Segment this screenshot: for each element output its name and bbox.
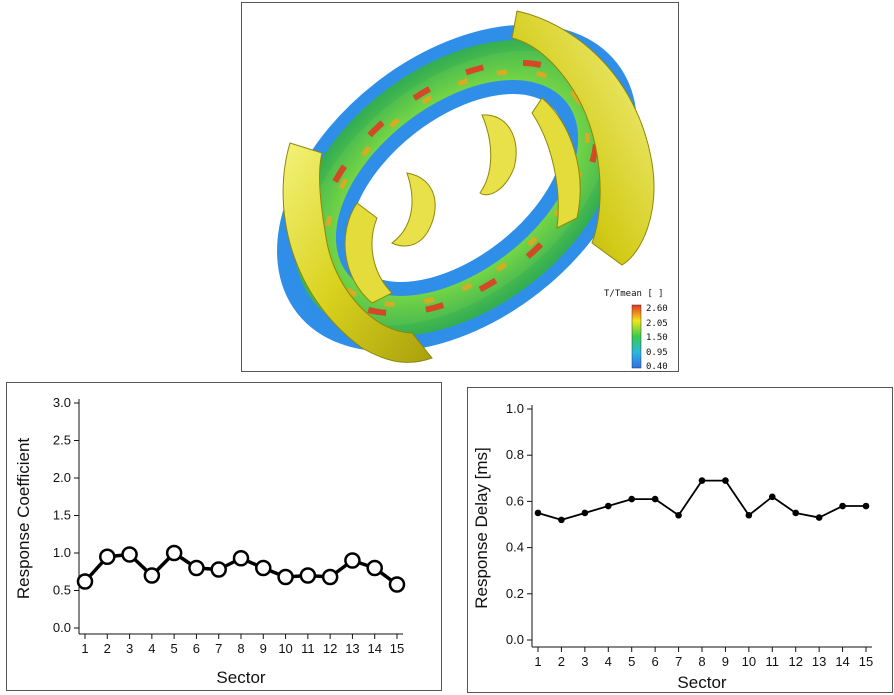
data-point — [815, 514, 823, 521]
data-point — [76, 573, 94, 590]
x-tick-label: 1 — [81, 641, 88, 656]
data-point — [675, 511, 682, 519]
colorbar-label: 2.60 — [646, 304, 668, 314]
y-tick-label: 0.6 — [506, 493, 524, 508]
data-point — [277, 568, 294, 586]
data-point — [534, 509, 542, 517]
data-point — [839, 502, 846, 510]
x-tick-label: 14 — [367, 641, 381, 656]
x-tick-label: 8 — [698, 654, 705, 669]
x-tick-label: 10 — [742, 654, 756, 669]
annular-combustor-render: T/Tmean [ ] 2.60 2.05 1.50 0.95 0.40 — [277, 10, 668, 372]
x-tick-label: 11 — [301, 641, 315, 656]
data-point — [745, 511, 753, 519]
response-delay-chart-panel: 0.0 0.2 0.4 0.6 0.8 1.0 1 2 3 4 5 6 7 8 9 10 11 12 13 14 15 S… — [467, 387, 893, 693]
x-tick-label: 7 — [215, 641, 222, 656]
data-point — [604, 502, 612, 510]
y-axis-title: Response Coefficient — [14, 438, 33, 600]
x-tick-label: 5 — [628, 654, 635, 669]
y-tick-label: 0.0 — [53, 620, 71, 635]
response-delay-chart: 0.00.20.40.60.81.01 2 3 4 5 6 7 8 9 10 11 12 13 14 15S… — [472, 401, 873, 692]
x-tick-label: 12 — [788, 654, 802, 669]
y-tick-label: 1.0 — [506, 401, 524, 416]
colorbar-label: 0.95 — [646, 348, 668, 358]
x-tick-label: 14 — [835, 654, 849, 669]
data-point — [321, 568, 339, 586]
y-tick-label: 1.0 — [53, 545, 71, 560]
data-point — [558, 516, 565, 524]
x-tick-label: 9 — [260, 641, 267, 656]
combustor-simulation-image: T/Tmean [ ] 2.60 2.05 1.50 0.95 0.40 — [241, 2, 679, 372]
data-point — [792, 509, 800, 517]
x-axis-title: Sector — [677, 673, 726, 692]
x-tick-label: 7 — [675, 654, 682, 669]
y-tick-label: 2.0 — [53, 470, 71, 485]
y-tick-label: 2.5 — [53, 433, 71, 448]
x-tick-label: 2 — [104, 641, 111, 656]
y-tick-label: 1.5 — [53, 508, 71, 523]
x-tick-label: 4 — [605, 654, 612, 669]
data-point — [99, 548, 116, 565]
y-tick-label: 0.0 — [506, 632, 524, 647]
colorbar-label: 2.05 — [646, 319, 668, 329]
colorbar-gradient — [631, 304, 642, 369]
x-tick-label: 3 — [581, 654, 588, 669]
colorbar-label: 1.50 — [646, 333, 668, 343]
data-point — [165, 544, 183, 562]
colorbar-label: 0.40 — [646, 362, 668, 372]
colorbar-title: T/Tmean [ ] — [604, 289, 664, 299]
y-tick-label: 0.4 — [506, 540, 524, 555]
casing-upper-right — [511, 10, 655, 266]
x-tick-label: 9 — [722, 654, 729, 669]
x-tick-label: 15 — [859, 654, 873, 669]
data-point — [143, 567, 161, 584]
x-tick-label: 6 — [652, 654, 659, 669]
data-point — [628, 495, 636, 503]
x-tick-label: 12 — [323, 641, 337, 656]
data-point — [188, 559, 205, 577]
y-axis-title: Response Delay [ms] — [472, 447, 491, 609]
data-point — [210, 561, 227, 578]
x-tick-label: 1 — [534, 654, 541, 669]
casing-lower-left — [282, 142, 433, 363]
x-tick-label: 4 — [148, 641, 155, 656]
data-point — [768, 493, 776, 501]
y-tick-label: 0.8 — [506, 447, 524, 462]
temperature-colorbar: T/Tmean [ ] 2.60 2.05 1.50 0.95 0.40 — [604, 289, 668, 372]
data-point — [388, 576, 406, 593]
x-tick-label: 8 — [237, 641, 244, 656]
x-axis-title: Sector — [216, 668, 265, 687]
x-tick-label: 13 — [345, 641, 359, 656]
x-tick-label: 2 — [558, 654, 565, 669]
response-coefficient-chart-panel: 0.0 0.5 1.0 1.5 2.0 2.5 3.0 1 2 3 4 5 6 7 8 9 10 11 12 13 14… — [6, 382, 442, 691]
x-tick-label: 10 — [278, 641, 292, 656]
x-tick-label: 5 — [171, 641, 178, 656]
data-point — [344, 552, 361, 569]
x-tick-label: 6 — [193, 641, 200, 656]
y-tick-label: 0.5 — [53, 583, 71, 598]
data-point — [581, 509, 589, 517]
data-point — [121, 546, 138, 563]
x-tick-label: 13 — [812, 654, 826, 669]
y-tick-label: 0.2 — [506, 586, 524, 601]
y-tick-label: 3.0 — [53, 395, 71, 410]
x-tick-label: 3 — [126, 641, 133, 656]
x-tick-label: 15 — [390, 641, 404, 656]
data-point — [299, 567, 317, 584]
data-point — [862, 502, 870, 510]
x-tick-label: 11 — [766, 654, 780, 669]
data-point — [651, 495, 659, 503]
data-point — [232, 550, 250, 567]
data-point — [722, 477, 729, 484]
data-point — [698, 477, 706, 484]
data-point — [255, 559, 272, 577]
data-point — [366, 559, 383, 577]
response-coefficient-chart: 0.00.51.01.52.02.53.01 2 3 4 5 6 7 8 9 10 11 12 13 14… — [14, 395, 406, 687]
